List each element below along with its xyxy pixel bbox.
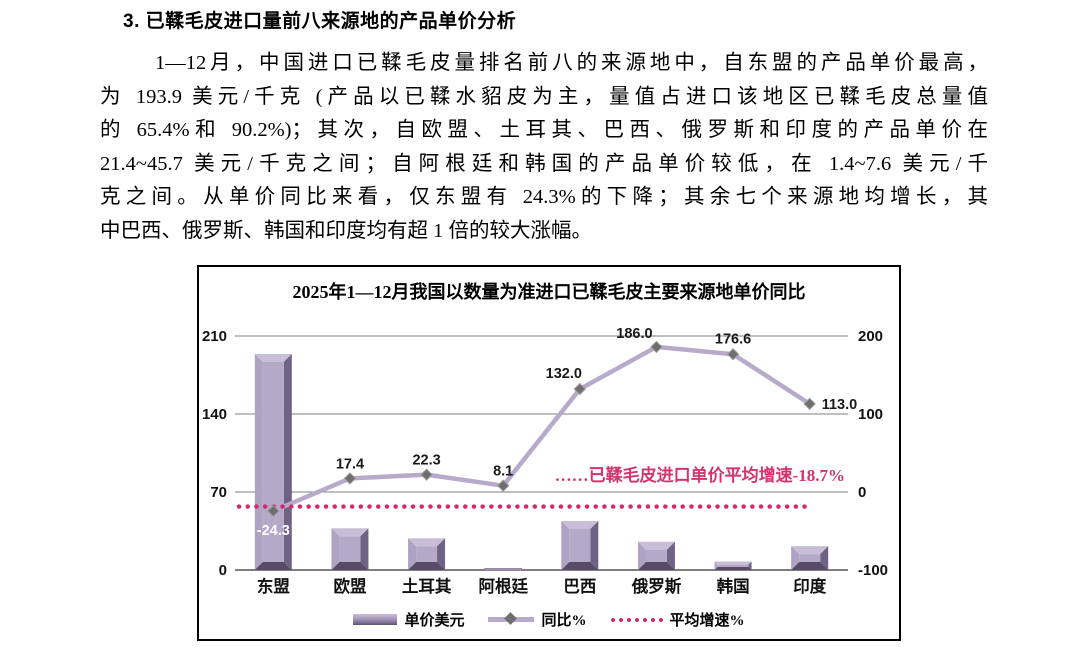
legend-label: 单价美元 — [404, 613, 465, 629]
right-axis-tick-label: 200 — [858, 328, 883, 345]
paragraph-line: 中巴西、俄罗斯、韩国和印度均有超 1 倍的较大涨幅。 — [100, 219, 592, 242]
legend-label: 同比% — [541, 613, 587, 629]
bar-swatch-icon — [353, 614, 398, 625]
chart-bar — [437, 538, 446, 570]
chart-bar — [714, 561, 718, 570]
chart-bar — [254, 562, 292, 570]
chart-bar — [820, 546, 829, 570]
category-label: 韩国 — [717, 576, 750, 596]
chart-bar — [637, 562, 675, 570]
right-axis-tick-label: -100 — [858, 562, 888, 579]
chart-bar — [408, 562, 446, 570]
right-axis-tick-label: 100 — [858, 406, 883, 423]
line-marker — [420, 468, 433, 481]
dotted-swatch-icon — [610, 617, 663, 622]
chart-bar — [339, 536, 361, 562]
paragraph-line: 21.4~45.7 美元/千克之间；自阿根廷和韩国的产品单价较低，在 1.4~7… — [100, 152, 988, 175]
data-label: 176.6 — [715, 331, 751, 347]
paragraph-line: 的 65.4%和 90.2%)；其次，自欧盟、土耳其、巴西、俄罗斯和印度的产品单… — [100, 119, 988, 141]
line-series — [272, 344, 811, 514]
chart-bar — [714, 561, 752, 565]
chart-title: 2025年1—12月我国以数量为准进口已鞣毛皮主要来源地单价同比 — [292, 282, 806, 302]
chart-bar — [331, 528, 340, 570]
category-label: 土耳其 — [402, 576, 452, 596]
chart-bar — [666, 541, 675, 570]
category-label: 东盟 — [257, 576, 291, 596]
category-label: 俄罗斯 — [631, 576, 682, 596]
data-label: 22.3 — [412, 453, 440, 469]
left-axis-tick-label: 70 — [210, 484, 227, 501]
chart-bar — [791, 546, 829, 555]
left-axis-tick-label: 0 — [219, 562, 227, 579]
chart-bar — [262, 361, 284, 562]
chart-bar — [717, 564, 749, 567]
body-paragraph: 1—12月，中国进口已鞣毛皮量排名前八的来源地中，自东盟的产品单价最高， 为 1… — [100, 47, 988, 248]
paragraph-line: 克之间。从单价同比来看，仅东盟有 24.3%的下降；其余七个来源地均增长，其 — [100, 186, 988, 208]
chart-bar — [561, 520, 599, 529]
line-marker — [726, 348, 740, 361]
paragraph-line: 为 193.9 美元/千克 (产品以已鞣水貂皮为主，量值占进口该地区已鞣毛皮总量… — [100, 85, 988, 108]
chart-bar — [791, 546, 800, 570]
right-axis-tick-label: 0 — [858, 484, 866, 501]
chart-bar — [791, 562, 829, 570]
chart-canvas: 200 210 100 140 0 70 -100 0 -24.3 17.4 22.3 8.1 132.… — [202, 326, 888, 596]
legend-item-bar: 单价美元 — [353, 609, 464, 630]
chart-bar — [254, 353, 263, 570]
chart: 200 210 100 140 0 70 -100 0 -24.3 17.4 22.3 8.1 132.… — [197, 265, 901, 641]
chart-bar — [748, 561, 752, 570]
line-marker — [343, 472, 357, 485]
chart-bar — [799, 554, 821, 562]
line-marker — [496, 479, 510, 492]
legend-label: 平均增速% — [669, 613, 745, 629]
chart-bar — [331, 562, 369, 570]
paragraph-line: 1—12月，中国进口已鞣毛皮量排名前八的来源地中，自东盟的产品单价最高， — [155, 52, 988, 74]
chart-bar — [484, 568, 522, 571]
line-marker — [573, 382, 587, 396]
chart-bar — [569, 528, 591, 562]
chart-bar — [645, 549, 667, 562]
chart-bar — [714, 566, 752, 570]
data-label: 186.0 — [616, 326, 652, 342]
chart-bar — [637, 541, 675, 550]
chart-bar — [416, 546, 438, 562]
left-axis-tick-label: 210 — [202, 328, 227, 345]
chart-bar — [408, 538, 446, 547]
category-label: 欧盟 — [333, 576, 367, 596]
line-swatch-icon — [488, 612, 535, 625]
chart-annotation: ……已鞣毛皮进口单价平均增速-18.7% — [554, 466, 845, 485]
line-marker — [650, 340, 663, 354]
legend-item-line: 同比% — [488, 609, 587, 630]
section-heading: 3. 已鞣毛皮进口量前八来源地的产品单价分析 — [123, 11, 517, 32]
chart-bar — [408, 538, 417, 570]
chart-legend: 单价美元 同比% 平均增速% — [199, 609, 899, 630]
left-axis-tick-label: 140 — [202, 406, 227, 423]
line-marker — [267, 504, 280, 518]
data-label: 17.4 — [336, 456, 364, 472]
chart-bar — [283, 353, 292, 570]
legend-item-dotted: 平均增速% — [610, 609, 745, 630]
line-marker — [803, 397, 816, 411]
data-label: 113.0 — [822, 397, 858, 413]
data-label: 8.1 — [493, 464, 513, 480]
data-label: -24.3 — [257, 523, 290, 539]
chart-bar — [254, 353, 292, 362]
category-label: 阿根廷 — [478, 576, 528, 596]
chart-bar — [561, 520, 570, 570]
chart-bar — [561, 562, 599, 570]
category-label: 印度 — [793, 576, 827, 596]
chart-bar — [360, 528, 369, 570]
chart-bar — [590, 520, 599, 570]
category-label: 巴西 — [563, 577, 596, 596]
data-label: 132.0 — [546, 366, 582, 382]
chart-bar — [331, 528, 369, 537]
chart-bar — [637, 541, 646, 570]
diamond-marker-icon — [504, 612, 518, 625]
